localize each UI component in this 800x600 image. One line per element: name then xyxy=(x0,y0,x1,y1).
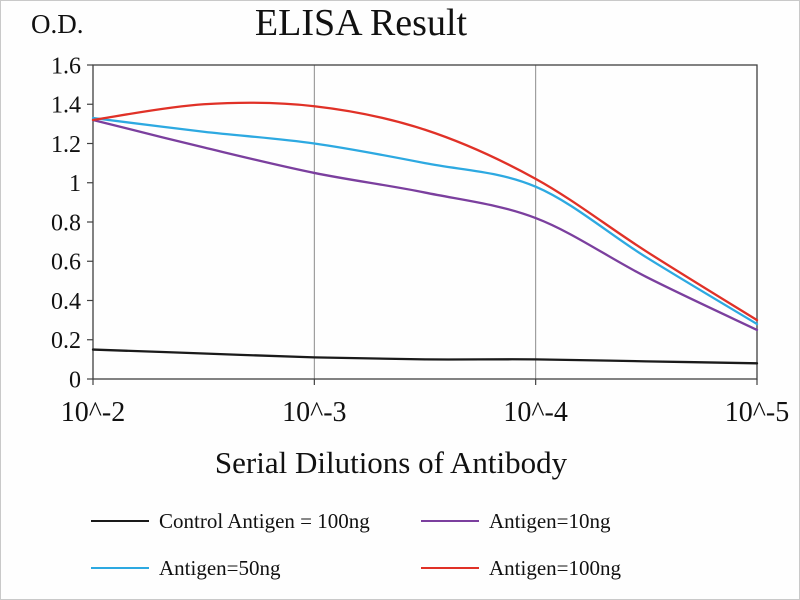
legend: Control Antigen = 100ng Antigen=10ng Ant… xyxy=(91,506,621,583)
x-tick-label: 10^-2 xyxy=(61,397,125,428)
legend-label-antigen-10ng: Antigen=10ng xyxy=(489,508,611,533)
x-tick-label: 10^-5 xyxy=(725,397,789,428)
y-tick-label: 0.8 xyxy=(51,210,81,236)
legend-item-antigen-100ng: Antigen=100ng xyxy=(421,553,621,583)
series-line-antigen-100ng xyxy=(91,101,759,322)
legend-item-antigen-50ng: Antigen=50ng xyxy=(91,553,421,583)
legend-label-antigen-50ng: Antigen=50ng xyxy=(159,555,281,580)
y-tick-label: 1.4 xyxy=(51,93,81,119)
legend-item-antigen-10ng: Antigen=10ng xyxy=(421,506,621,536)
y-tick-label: 1 xyxy=(69,171,81,197)
legend-swatch-antigen-100ng xyxy=(421,567,479,569)
plot-border xyxy=(92,64,758,380)
legend-swatch-control-antigen-100ng xyxy=(91,520,149,522)
series-line-antigen-10ng xyxy=(91,118,759,332)
x-axis-label: Serial Dilutions of Antibody xyxy=(214,445,568,480)
y-tick-label: 1.6 xyxy=(51,53,81,79)
y-tick-label: 0.4 xyxy=(51,289,81,315)
x-tick-label: 10^-3 xyxy=(282,397,346,428)
y-tick-label: 1.2 xyxy=(51,132,81,158)
y-tick-label: 0.6 xyxy=(51,250,81,276)
legend-label-control-antigen-100ng: Control Antigen = 100ng xyxy=(159,508,370,533)
y-tick-label: 0 xyxy=(69,367,81,393)
legend-item-control-antigen-100ng: Control Antigen = 100ng xyxy=(91,506,421,536)
series-line-control-antigen-100ng xyxy=(91,348,759,365)
y-tick-label: 0.2 xyxy=(51,328,81,354)
legend-swatch-antigen-10ng xyxy=(421,520,479,522)
x-tick-label: 10^-4 xyxy=(503,397,567,428)
legend-label-antigen-100ng: Antigen=100ng xyxy=(489,555,621,580)
series-line-antigen-50ng xyxy=(91,116,759,326)
legend-swatch-antigen-50ng xyxy=(91,567,149,569)
chart-title: ELISA Result xyxy=(254,2,468,44)
y-axis-label: O.D. xyxy=(31,9,84,39)
plot-area: 0 0.2 0.4 0.6 0.8 1 1.2 1.4 1.6 10^-2 10^-3 10^-4 10… xyxy=(51,53,789,428)
